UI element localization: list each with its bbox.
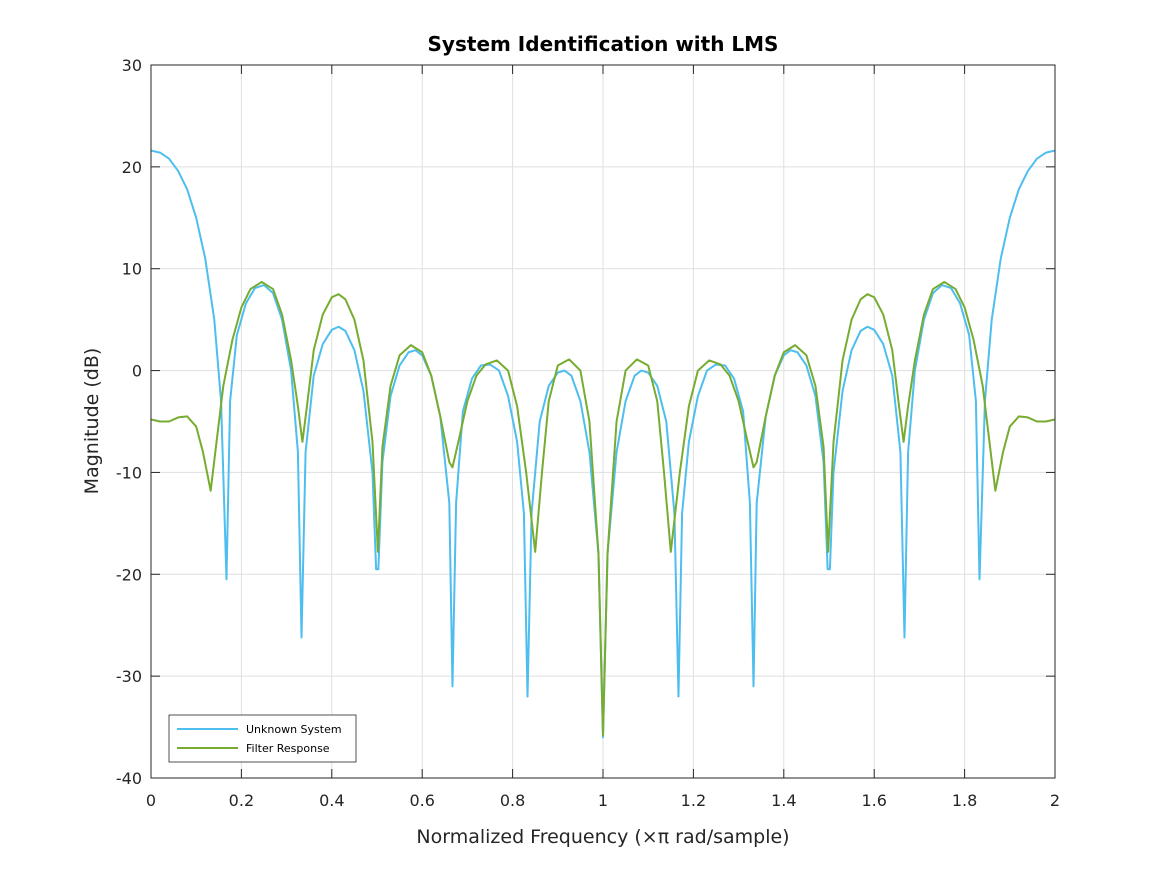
x-tick-label: 2: [1050, 791, 1060, 810]
x-tick-label: 1.6: [861, 791, 886, 810]
series-line-filter-response: [150, 280, 1056, 737]
x-axis-label: Normalized Frequency (×π rad/sample): [416, 826, 789, 848]
x-tick-label: 0.6: [409, 791, 434, 810]
y-tick-label: 20: [122, 158, 142, 177]
x-tick-label: 1.4: [771, 791, 796, 810]
x-tick-label: 0.4: [319, 791, 344, 810]
y-tick-label: -30: [116, 667, 142, 686]
y-axis-label: Magnitude (dB): [81, 348, 103, 495]
legend[interactable]: Unknown System Filter Response: [168, 714, 357, 763]
y-tick-label: -40: [116, 769, 142, 788]
ticks-layer: 0 0.2 0.4 0.6 0.8 1 1.2 1.4 1.6 1.8 2 -40 -30 -20 -10 0…: [116, 56, 1060, 810]
legend-label-filter-response: Filter Response: [246, 742, 330, 755]
x-tick-label: 0: [146, 791, 156, 810]
chart-title: System Identification with LMS: [428, 32, 779, 56]
y-tick-label: 10: [122, 260, 142, 279]
legend-box: [168, 714, 357, 763]
series-line-unknown-system: [150, 149, 1056, 739]
x-tick-label: 0.8: [500, 791, 525, 810]
legend-label-unknown-system: Unknown System: [246, 723, 342, 736]
x-tick-label: 0.2: [229, 791, 254, 810]
x-tick-label: 1: [598, 791, 608, 810]
x-tick-label: 1.8: [952, 791, 977, 810]
y-tick-label: -10: [116, 463, 142, 482]
x-tick-label: 1.2: [681, 791, 706, 810]
y-tick-label: 30: [122, 56, 142, 75]
series-layer: [150, 149, 1056, 739]
y-tick-label: -20: [116, 565, 142, 584]
y-tick-label: 0: [132, 362, 142, 381]
